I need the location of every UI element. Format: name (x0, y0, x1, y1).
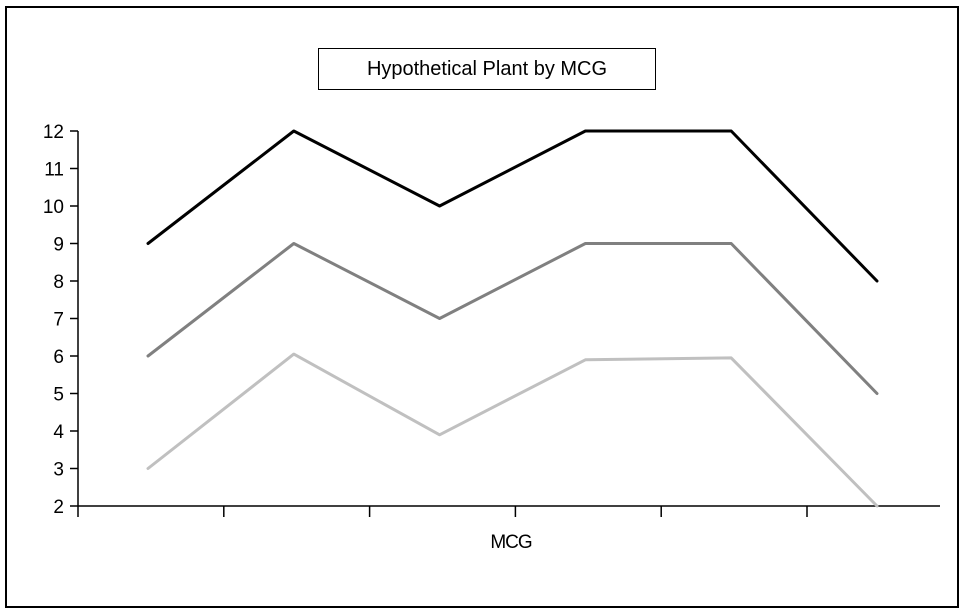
y-tick-label: 12 (43, 122, 64, 143)
series-line-3 (148, 354, 877, 506)
series-layer (148, 131, 877, 506)
y-tick-label: 11 (44, 160, 64, 181)
y-tick-label: 6 (53, 347, 64, 368)
y-tick-label: 2 (53, 497, 64, 518)
x-axis-title: MCG (490, 532, 532, 553)
ticks: 2 3 4 5 6 7 8 9 10 11 12 (43, 122, 807, 518)
series-line-2 (148, 244, 877, 394)
y-tick-label: 9 (53, 235, 64, 256)
y-tick-label: 8 (53, 272, 64, 293)
y-tick-label: 5 (53, 385, 64, 406)
y-tick-label: 10 (43, 197, 64, 218)
axes (78, 131, 940, 506)
y-tick-label: 3 (53, 460, 64, 481)
series-line-1 (148, 131, 877, 281)
y-tick-label: 7 (53, 310, 64, 331)
y-tick-label: 4 (53, 422, 64, 443)
